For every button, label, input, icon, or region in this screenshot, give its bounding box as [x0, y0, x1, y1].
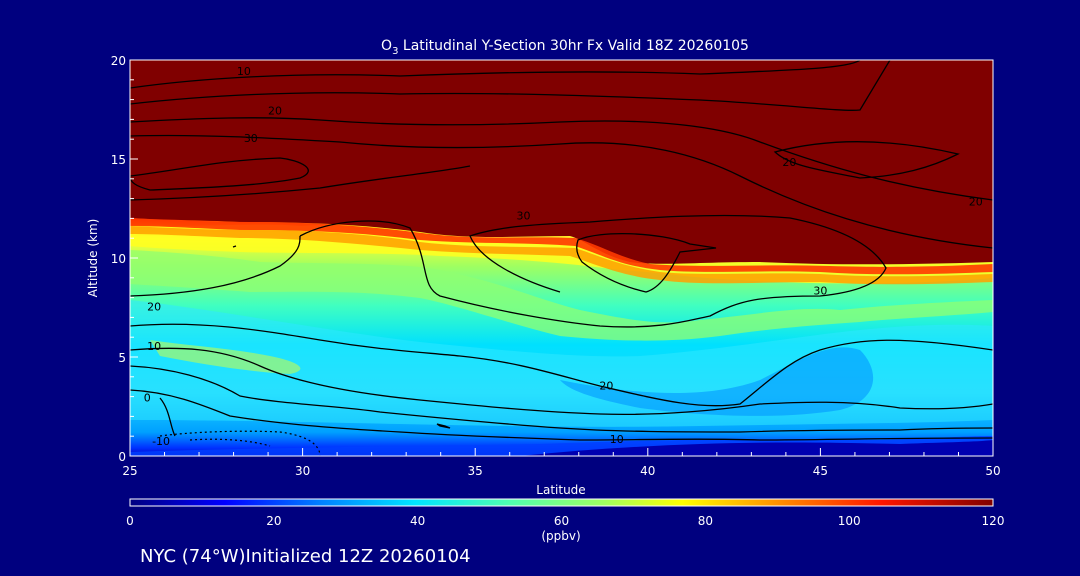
contour-label: 10: [610, 433, 624, 446]
contour-label: 30: [813, 285, 827, 298]
colorbar-tick-label: 0: [126, 514, 134, 528]
colorbar-tick-label: 120: [982, 514, 1005, 528]
contour-label: 0: [144, 392, 151, 405]
contour-label: 10: [237, 65, 251, 78]
contour-label: 20: [268, 104, 282, 117]
chart-title: O3 Latitudinal Y-Section 30hr Fx Valid 1…: [381, 38, 749, 57]
contour-labels: 10 20 30 20 20 30 30 20 10 0 -10 20 10: [144, 65, 983, 448]
y-tick-label: 15: [111, 153, 126, 167]
x-tick-label: 45: [813, 464, 828, 478]
contour-label: -10: [152, 435, 170, 448]
contour-label: 30: [517, 209, 531, 222]
field-orange-edge: [130, 226, 993, 285]
contour-label: 20: [599, 380, 613, 393]
colorbar-tick-label: 60: [554, 514, 569, 528]
x-axis-label: Latitude: [536, 483, 585, 497]
field-green-left: [130, 250, 993, 341]
y-tick-label: 5: [118, 351, 126, 365]
contour-lines: [130, 60, 993, 441]
y-tick-label: 10: [111, 252, 126, 266]
colorbar: [129, 498, 994, 507]
title-rest: Latitudinal Y-Section 30hr Fx Valid 18Z …: [398, 38, 749, 54]
contour-label: 10: [147, 340, 161, 353]
y-tick-label: 0: [118, 450, 126, 464]
contour-label: 20: [782, 156, 796, 169]
colorbar-unit: (ppbv): [541, 529, 580, 543]
colorbar-tick-label: 20: [266, 514, 281, 528]
colorbar-tick-label: 100: [838, 514, 861, 528]
x-tick-label: 30: [295, 464, 310, 478]
title-subscript: 3: [392, 46, 398, 57]
field-dark-red-top: [130, 60, 993, 265]
contour-label: 20: [969, 196, 983, 209]
y-axis-label: Altitude (km): [86, 219, 100, 298]
contour-label: 20: [147, 301, 161, 314]
x-tick-label: 35: [468, 464, 483, 478]
footer-initialized: NYC (74°W)Initialized 12Z 20260104: [140, 546, 471, 567]
colorbar-ticks: 0 20 40 60 80 100 120: [126, 514, 1004, 528]
field-blue-patch: [560, 347, 874, 416]
y-tick-label: 20: [111, 54, 126, 68]
x-tick-label: 25: [122, 464, 137, 478]
x-tick-label: 40: [640, 464, 655, 478]
contour-label: 30: [244, 132, 258, 145]
x-tick-label: 50: [985, 464, 1000, 478]
colorbar-tick-label: 40: [410, 514, 425, 528]
field-red-edge: [130, 218, 993, 275]
contour-lines-dotted: [159, 430, 321, 456]
colorbar-tick-label: 80: [698, 514, 713, 528]
field-navy-bottom: [520, 440, 993, 456]
x-axis: 25 30 35 40 45 50: [122, 448, 1001, 478]
y-axis: 0 5 10 15 20: [111, 54, 138, 464]
title-ozone: O: [381, 38, 392, 54]
